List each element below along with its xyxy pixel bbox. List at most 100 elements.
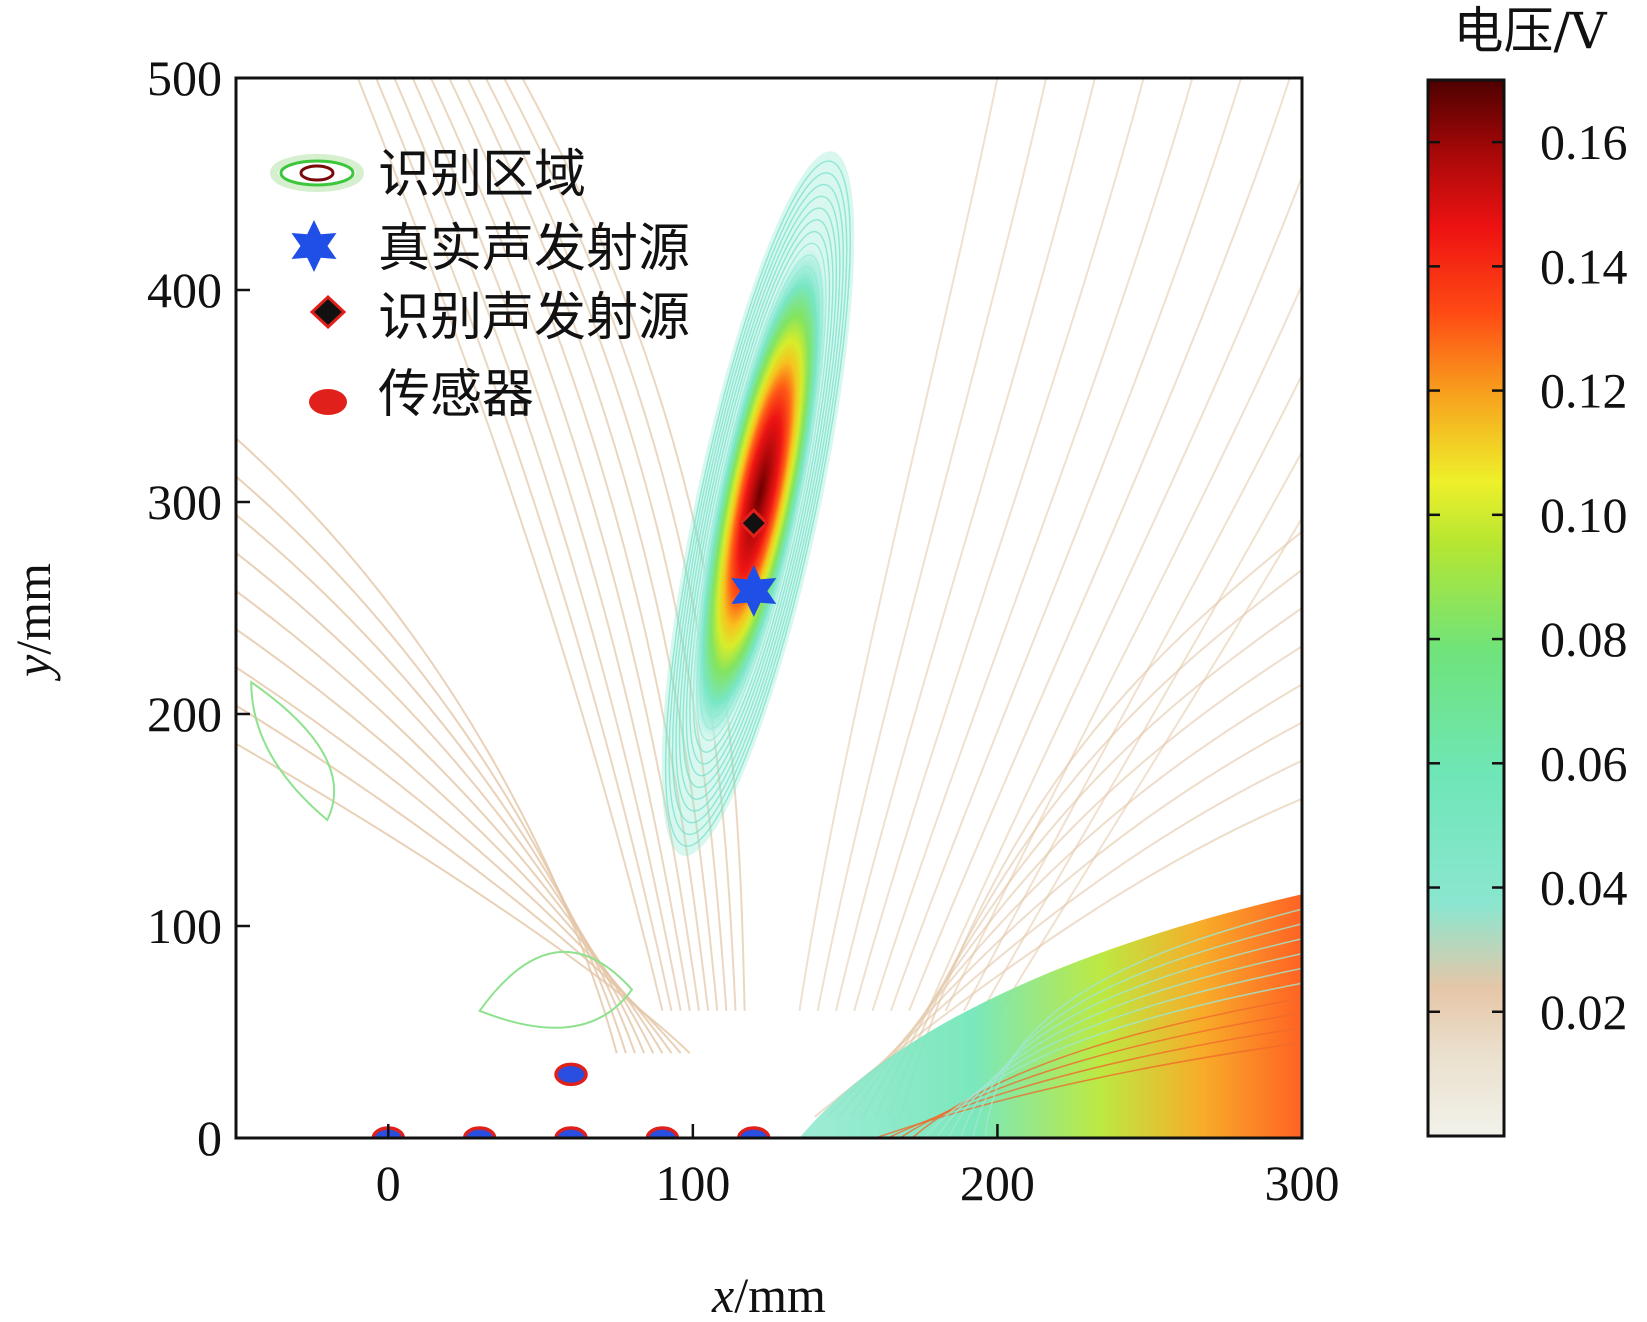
hotspot-ring-1 — [668, 172, 848, 836]
contour-line-upper-3 — [411, 78, 691, 1011]
legend-blue-star-icon — [291, 220, 337, 272]
legend-label-region: 识别区域 — [378, 145, 586, 205]
colorbar-tick-label-2: 0.06 — [1540, 735, 1628, 791]
true-source-star-icon — [731, 565, 777, 617]
contour-line-left-0 — [236, 437, 618, 1054]
colorbar-title: 电压/V — [1454, 2, 1608, 60]
colorbar-tick-label-5: 0.12 — [1540, 363, 1628, 419]
legend-region-red-icon — [299, 164, 335, 182]
contour-line-right-10 — [981, 449, 1302, 1012]
sensor-marker-2 — [554, 1126, 588, 1138]
colorbar-tick-label-0: 0.02 — [1540, 984, 1628, 1040]
y-tick-label-3: 300 — [147, 474, 222, 530]
colorbar: 0.02 0.04 0.06 0.08 0.10 0.12 0.14 0.16 电压/V — [1426, 2, 1628, 1138]
contour-line-left-3 — [236, 552, 646, 1054]
contour-line-left-5 — [236, 628, 664, 1054]
contour-wedge-line-6 — [948, 952, 1302, 1138]
x-axis-label: x/mm — [711, 1267, 826, 1322]
x-tick-label-0: 0 — [376, 1155, 401, 1211]
colorbar-ticks: 0.02 0.04 0.06 0.08 0.10 0.12 0.14 0.16 — [1428, 114, 1628, 1040]
contour-line-lower-right-4 — [862, 645, 1302, 1118]
contour-line-right-2 — [835, 78, 1096, 1012]
contour-line-right-1 — [816, 78, 1048, 1011]
colorbar-tick-label-4: 0.10 — [1540, 487, 1628, 543]
legend: 识别区域 真实声发射源 识别声发射源 传感器 — [270, 145, 690, 425]
contour-line-right-6 — [908, 78, 1291, 1012]
hotspot-core — [690, 239, 830, 749]
hotspot-ring-5 — [682, 219, 834, 789]
contour-line-lower-right-7 — [899, 530, 1302, 1118]
hotspot-ring-3 — [675, 195, 841, 812]
y-tick-label-0: 0 — [197, 1110, 222, 1166]
contour-wedge-line-3 — [911, 997, 1302, 1138]
contour-line-upper-7 — [484, 78, 728, 1011]
colorbar-tick-label-1: 0.04 — [1540, 860, 1628, 916]
contour-line-right-4 — [871, 78, 1194, 1012]
contour-wedge-line-2 — [899, 1012, 1302, 1138]
contour-line-upper-5 — [448, 78, 710, 1011]
contour-line-lower-right-3 — [850, 683, 1302, 1118]
contour-line-upper-4 — [430, 78, 700, 1011]
legend-red-ellipse-icon — [309, 389, 347, 415]
colorbar-tick-label-3: 0.08 — [1540, 611, 1628, 667]
legend-label-true-source: 真实声发射源 — [378, 219, 690, 279]
contour-wedge-line-4 — [923, 982, 1302, 1138]
contour-line-left-8 — [236, 742, 691, 1054]
contour-line-upper-6 — [466, 78, 719, 1011]
contour-green-cluster — [478, 951, 634, 1029]
colorbar-tick-label-7: 0.16 — [1540, 114, 1628, 170]
x-axis-variable: x — [711, 1267, 734, 1322]
contour-line-right-5 — [889, 78, 1243, 1012]
contour-line-lower-right-6 — [886, 569, 1302, 1118]
y-tick-label-4: 400 — [147, 262, 222, 318]
contour-line-lower-right-5 — [874, 607, 1302, 1118]
contour-line-right-3 — [853, 78, 1145, 1012]
x-tick-label-3: 300 — [1265, 1155, 1340, 1211]
contour-line-right-9 — [963, 372, 1302, 1012]
x-tick-label-2: 200 — [960, 1155, 1035, 1211]
contour-green-left — [250, 680, 336, 822]
plot-frame — [234, 76, 1304, 1140]
legend-item-sensor: 传感器 — [309, 365, 534, 425]
sensor-marker-3 — [645, 1126, 680, 1138]
contour-field — [236, 78, 1302, 1138]
contour-line-upper-2 — [393, 78, 682, 1011]
sensor-marker-1 — [462, 1126, 497, 1138]
contour-wedge-line-9 — [984, 908, 1302, 1138]
contour-line-right-8 — [944, 282, 1302, 1012]
contour-line-upper-1 — [375, 78, 673, 1012]
sensor-marker-4 — [737, 1126, 771, 1138]
legend-region-outer-icon — [270, 154, 364, 192]
identified-source-diamond-icon — [738, 508, 769, 539]
contour-line-right-0 — [798, 78, 999, 1011]
legend-item-true-source: 真实声发射源 — [291, 219, 690, 279]
hotspot-ring-4 — [678, 207, 838, 800]
y-tick-label-5: 500 — [147, 50, 222, 106]
y-axis-unit: /mm — [5, 563, 61, 655]
hotspot-ring-0 — [664, 160, 851, 847]
legend-region-green-icon — [279, 159, 355, 187]
hotspot-ring-2 — [671, 183, 844, 824]
contour-wedge-line-7 — [960, 937, 1302, 1138]
hotspot-group — [661, 151, 855, 857]
contour-wedge-line-5 — [935, 967, 1302, 1138]
contour-line-left-1 — [236, 475, 627, 1054]
contour-line-right-7 — [926, 174, 1302, 1012]
legend-label-sensor: 传感器 — [378, 365, 534, 425]
x-axis-unit: /mm — [734, 1267, 826, 1322]
legend-label-identified-source: 识别声发射源 — [378, 288, 690, 348]
y-tick-label-1: 100 — [147, 898, 222, 954]
x-tick-label-1: 100 — [655, 1155, 730, 1211]
colorbar-tick-label-6: 0.14 — [1540, 238, 1628, 294]
contour-line-upper-0 — [356, 78, 664, 1012]
y-axis-label: y/mm — [5, 563, 61, 682]
legend-item-identified-source: 识别声发射源 — [309, 288, 690, 348]
sensor-marker-5 — [554, 1062, 588, 1087]
contour-line-left-6 — [236, 666, 673, 1054]
y-axis-variable: y — [5, 654, 61, 682]
contour-line-left-2 — [236, 513, 636, 1054]
y-tick-label-2: 200 — [147, 686, 222, 742]
axes-layer: 0 100 200 300 0 100 200 300 400 500 — [147, 50, 1340, 1211]
contour-wedge-line-8 — [972, 923, 1302, 1138]
